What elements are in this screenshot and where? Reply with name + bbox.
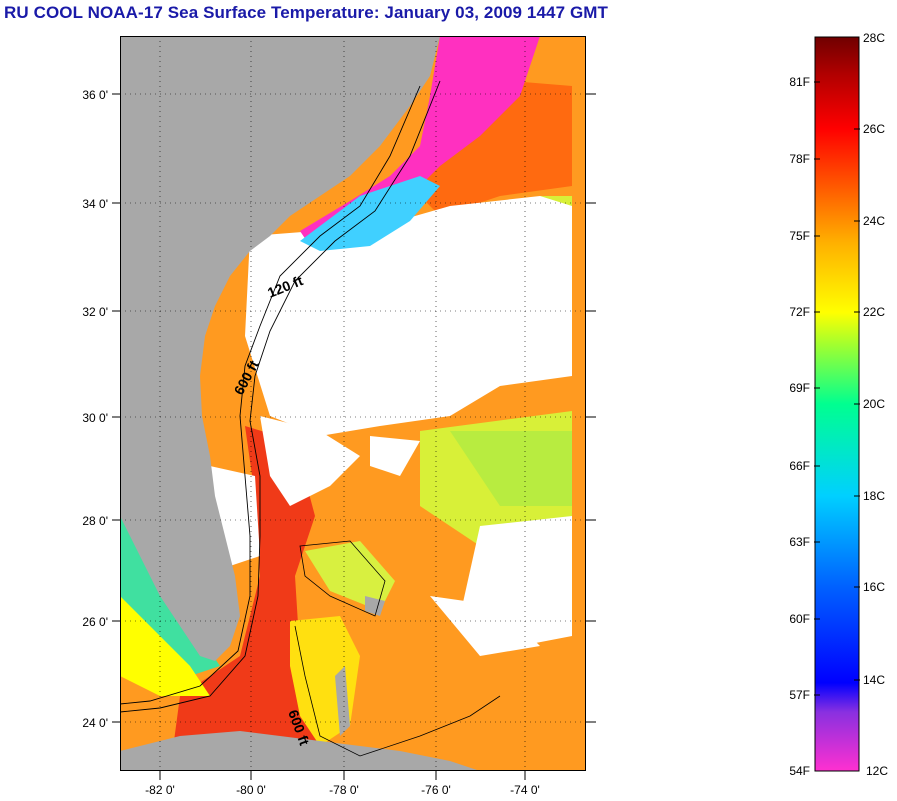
lon-label-76: -76 0': [421, 783, 451, 797]
colorbar-scale: [814, 36, 860, 772]
colorbar-label-14c: 14C: [863, 673, 886, 687]
contour-600ft: [120, 80, 441, 713]
colorbar-label-22c: 22C: [863, 305, 886, 319]
colorbar-label-81f: 81F: [789, 75, 810, 89]
colorbar-label-57f: 57F: [789, 688, 810, 702]
colorbar-label-18c: 18C: [863, 489, 886, 503]
lat-label-28: 28 0': [82, 514, 108, 528]
land-mass: [120, 36, 440, 661]
map-title: RU COOL NOAA-17 Sea Surface Temperature:…: [4, 3, 609, 22]
contour-120ft: [120, 85, 421, 705]
colorbar-label-16c: 16C: [863, 580, 886, 594]
lon-label-82: -82 0': [145, 783, 175, 797]
colorbar-label-24c: 24C: [863, 214, 886, 228]
colorbar-label-54f: 54F: [789, 764, 810, 778]
colorbar-label-69f: 69F: [789, 381, 810, 395]
colorbar-label-60f: 60F: [789, 612, 810, 626]
lat-label-26: 26 0': [82, 615, 108, 629]
colorbar-label-12c: 12C: [866, 764, 889, 778]
lon-label-74: -74 0': [510, 783, 540, 797]
colorbar-label-75f: 75F: [789, 229, 810, 243]
colorbar-label-63f: 63F: [789, 535, 810, 549]
lon-label-80: -80 0': [236, 783, 266, 797]
lat-label-30: 30 0': [82, 411, 108, 425]
lat-label-32: 32 0': [82, 305, 108, 319]
colorbar: [814, 36, 860, 772]
colorbar-label-72f: 72F: [789, 305, 810, 319]
cloud-region: [245, 196, 572, 436]
lon-label-78: -78 0': [329, 783, 359, 797]
colorbar-label-28c: 28C: [863, 31, 886, 45]
map-border: [120, 36, 586, 771]
lat-label-36: 36 0': [82, 88, 108, 102]
lat-label-34: 34 0': [82, 197, 108, 211]
colorbar-label-66f: 66F: [789, 459, 810, 473]
sst-map: 120 ft 600 ft 600 ft: [120, 36, 586, 771]
colorbar-label-26c: 26C: [863, 122, 886, 136]
colorbar-label-20c: 20C: [863, 397, 886, 411]
colorbar-label-78f: 78F: [789, 152, 810, 166]
map-ticks: [112, 93, 596, 780]
lat-label-24: 24 0': [82, 716, 108, 730]
